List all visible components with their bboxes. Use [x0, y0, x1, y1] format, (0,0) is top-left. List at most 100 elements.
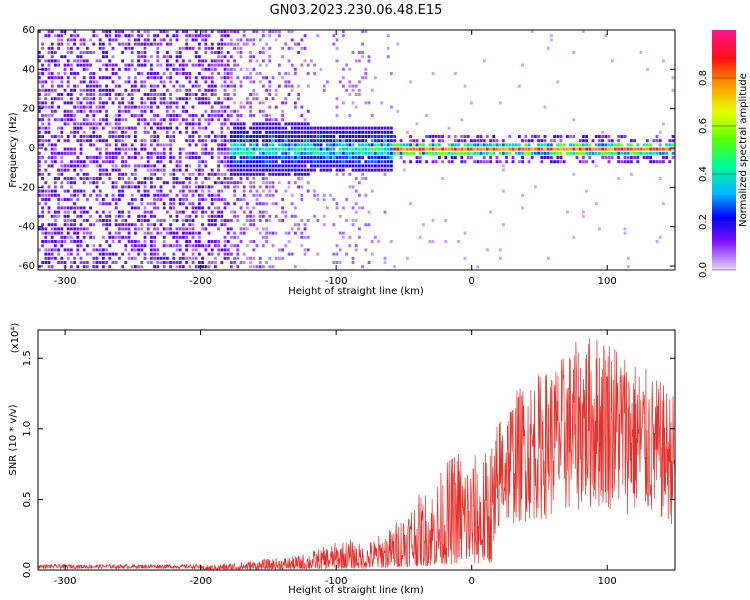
spectrogram-cell	[646, 156, 649, 159]
spectrogram-cell	[278, 63, 281, 67]
spectrogram-cell	[50, 265, 54, 269]
spectrogram-cell	[617, 147, 620, 151]
spectrogram-cell	[223, 252, 227, 256]
spectrogram-cell	[255, 97, 259, 101]
spectrogram-cell	[374, 143, 377, 147]
spectrogram-cell	[143, 109, 147, 113]
spectrogram-cell	[172, 130, 176, 134]
spectrogram-cell	[233, 151, 236, 155]
spectrogram-cell	[361, 147, 364, 151]
spectrogram-cell	[76, 101, 80, 105]
spectrogram-cell	[169, 156, 172, 159]
spectrogram-cell	[604, 156, 608, 159]
spectrogram-cell	[358, 126, 361, 130]
spectrogram-cell	[252, 219, 256, 222]
spectrogram-cell	[252, 185, 256, 189]
spectrogram-cell	[210, 42, 214, 46]
spectrogram-cell	[47, 223, 51, 227]
spectrogram-cell	[114, 206, 118, 210]
spectrogram-cell	[111, 252, 115, 256]
spectrogram-cell	[63, 109, 67, 113]
spectrogram-cell	[591, 160, 595, 164]
spectrogram-cell	[137, 42, 140, 46]
spectrogram-cell	[130, 101, 134, 105]
spectrogram-cell	[153, 72, 156, 75]
spectrogram-cell	[134, 172, 137, 176]
spectrogram-cell	[281, 126, 284, 130]
spectrogram-cell	[137, 51, 140, 54]
spectrogram-cell	[233, 67, 236, 71]
spectrogram-cell	[108, 244, 112, 248]
spectrogram-cell	[143, 46, 147, 50]
spectrogram-cell	[137, 219, 140, 222]
spectrogram-cell	[185, 109, 188, 113]
spectrogram-cell	[98, 84, 102, 88]
spectrogram-cell	[214, 88, 217, 92]
spectrogram-cell	[236, 46, 240, 50]
spectrogram-cell	[185, 101, 188, 105]
spectrogram-cell	[313, 130, 316, 134]
spectrogram-cell	[415, 160, 419, 164]
spectrogram-cell	[370, 156, 374, 159]
spectrogram-cell	[345, 151, 348, 155]
spectrogram-cell	[166, 227, 169, 231]
spectrogram-cell	[66, 248, 70, 252]
spectrogram-cell	[543, 139, 547, 143]
spectrogram-cell	[281, 135, 284, 138]
spectrogram-cell	[508, 135, 512, 138]
spectrogram-cell	[63, 101, 67, 105]
spectrogram-cell	[86, 59, 89, 63]
spectrogram-cell	[431, 147, 435, 151]
spectrogram-cell	[233, 147, 236, 151]
spectrogram-cell	[47, 189, 51, 193]
spectrogram-cell	[242, 227, 246, 231]
spectrogram-cell	[249, 135, 252, 138]
spectrogram-cell	[156, 46, 160, 50]
spectrogram-cell	[169, 214, 172, 218]
spectrogram-cell	[114, 97, 118, 101]
spectrogram-cell	[41, 261, 44, 264]
spectrogram-cell	[287, 59, 291, 63]
spectrogram-cell	[633, 156, 636, 159]
spectrogram-cell	[156, 122, 160, 126]
spectrogram-cell	[374, 76, 377, 80]
spectrogram-cell	[220, 261, 224, 264]
spectrogram-cell	[108, 130, 112, 134]
spectrogram-cell	[214, 193, 217, 197]
spectrogram-cell	[242, 76, 246, 80]
spectrogram-cell	[230, 30, 233, 33]
spectrogram-cell	[137, 189, 140, 193]
spectrogram-cell	[281, 156, 284, 159]
spectrogram-cell	[146, 151, 150, 155]
spectrogram-cell	[294, 139, 297, 143]
spectrogram-cell	[156, 156, 160, 159]
spectrogram-cell	[287, 181, 291, 185]
spectrogram-cell	[271, 164, 275, 168]
spectrogram-cell	[358, 168, 361, 172]
spectrogram-cell	[236, 118, 240, 122]
spectrogram-cell	[140, 42, 144, 46]
spectrogram-cell	[306, 109, 310, 113]
spectrogram-cell	[271, 265, 275, 269]
spectrogram-cell	[95, 160, 99, 164]
spectrogram-cell	[367, 101, 371, 105]
spectrogram-cell	[287, 156, 291, 159]
spectrogram-cell	[150, 156, 153, 159]
spectrogram-cell	[191, 202, 195, 206]
spectrogram-cell	[89, 235, 92, 239]
spectrogram-cell	[358, 151, 361, 155]
spectrogram-cell	[102, 223, 105, 227]
spectrogram-cell	[239, 231, 243, 235]
spectrogram-cell	[390, 143, 393, 147]
spectrogram-cell	[383, 143, 387, 147]
spectrogram-cell	[124, 42, 128, 46]
spectrogram-cell	[57, 210, 60, 214]
spectrogram-cell	[76, 193, 80, 197]
spectrogram-cell	[303, 34, 307, 38]
spectrogram-cell	[162, 193, 166, 197]
spectrogram-cell	[73, 84, 76, 88]
spectrogram-cell	[364, 177, 368, 180]
spectrogram-cell	[118, 118, 121, 122]
spectrogram-cell	[79, 227, 83, 231]
spectrogram-cell	[220, 210, 224, 214]
